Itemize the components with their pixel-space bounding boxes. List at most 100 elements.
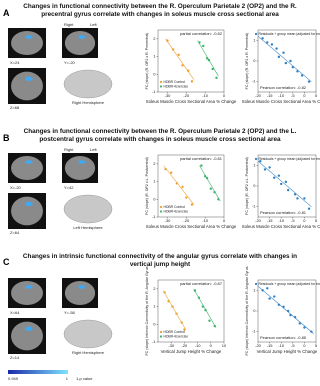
slice-label: Y=42 [64,185,74,190]
brain-surface [63,69,113,99]
legend-entry: HDBR Control [164,205,186,209]
y-tick-label: -1 [252,204,256,209]
colorbar [8,370,68,374]
y-axis-label: FC (slope) (R. OP2 x R. Precentral) [245,33,249,90]
y-tick-label: 1 [253,287,256,292]
point [208,319,211,322]
hemisphere-label: Right Hemisphere [72,350,105,355]
fit-line [165,38,195,80]
x-tick-label: 0 [223,93,226,98]
x-tick-label: -15 [267,218,274,223]
point [171,305,174,308]
legend-marker [159,330,163,334]
x-tick-label: -10 [278,343,285,348]
point [307,207,311,210]
point [181,185,184,189]
point [280,182,283,186]
legend-marker [254,157,258,161]
point [277,174,281,177]
slice-label: Z=68 [10,105,20,110]
slice-label: Z=64 [10,230,20,235]
x-tick-label: -10 [278,218,285,223]
y-tick-label: 1 [153,179,156,184]
annotation: partial correlation: -0.87 [180,281,223,286]
x-tick-label: -15 [267,93,274,98]
plot-frame [157,154,225,218]
x-tick-label: -30 [165,93,172,98]
y-tick-label: -1 [152,214,156,219]
activation [25,76,33,81]
colorbar-max: 1 [66,376,69,381]
slice-label: X=24 [10,60,20,65]
y-tick-label: 0 [253,308,256,313]
point [298,322,301,325]
point [268,166,271,169]
point [190,203,194,206]
y-tick-label: -1 [152,339,156,344]
sagittal-slice [11,156,43,180]
brain-surface [63,319,113,349]
y-axis-label: FC (slope) (R. OP2 x L. Postcentral) [245,157,249,215]
y-tick-label: 1 [153,54,156,59]
y-tick-label: 1 [253,37,256,42]
x-tick-label: 5 [315,218,318,223]
y-tick-label: 0 [153,321,156,326]
activation [78,160,86,164]
point [289,59,292,63]
x-tick-label: 0 [303,218,306,223]
point [310,330,313,333]
panel-title: Changes in functional connectivity betwe… [23,128,297,143]
annotation: Pearson correlation: -0.81 [260,210,307,215]
sagittal-slice [11,281,43,305]
point [273,295,276,298]
y-tick-label: 0 [253,183,256,188]
point [167,300,170,303]
y-axis-label: FC (slope) Intrinsic Connectivity of the… [145,266,149,355]
point [296,70,299,73]
y-tick-label: 0 [153,71,156,76]
x-tick-label: -10 [202,218,209,223]
point [277,55,281,59]
point [183,328,186,331]
point [261,289,264,292]
annotation: partial correlation: -0.81 [180,156,223,161]
x-axis-label: Vertical Jump Height % Change [257,349,318,354]
y-tick-label: -1 [252,79,256,84]
point [282,51,285,54]
x-axis-label: Soleus Muscle Cross Sectional Area % Cha… [242,99,320,104]
point [209,187,212,190]
panel-letter: B [3,133,10,143]
hemisphere-label: Left Hemisphere [73,225,103,230]
legend-marker [159,210,163,213]
panel-letter: C [3,257,10,267]
plot-frame [157,279,225,343]
point [170,171,173,174]
point [166,39,169,42]
activation [25,160,33,164]
colorbar-label: 1-p value [76,376,93,381]
point [205,57,209,60]
fit-line [199,165,221,202]
point [163,291,166,294]
activation [25,326,33,331]
x-tick-label: -20 [182,343,189,348]
hemisphere-label: Right Hemisphere [72,100,105,105]
x-tick-label: -20 [255,93,262,98]
point [186,69,190,72]
x-tick-label: -20 [255,343,262,348]
legend-entry: HDBR+Exercise [164,209,189,213]
x-tick-label: -20 [183,218,190,223]
fit-line [163,165,195,205]
y-tick-label: 2 [153,36,156,41]
point [175,182,179,185]
x-tick-label: 0 [303,93,306,98]
activation [25,35,33,39]
point [215,76,218,80]
x-tick-label: 0 [210,343,213,348]
point [286,309,290,313]
y-tick-label: -1 [152,89,156,94]
panel-title: Changes in intrinsic functional connecti… [22,253,298,268]
y-tick-label: 0 [153,196,156,201]
legend-marker [254,32,258,36]
